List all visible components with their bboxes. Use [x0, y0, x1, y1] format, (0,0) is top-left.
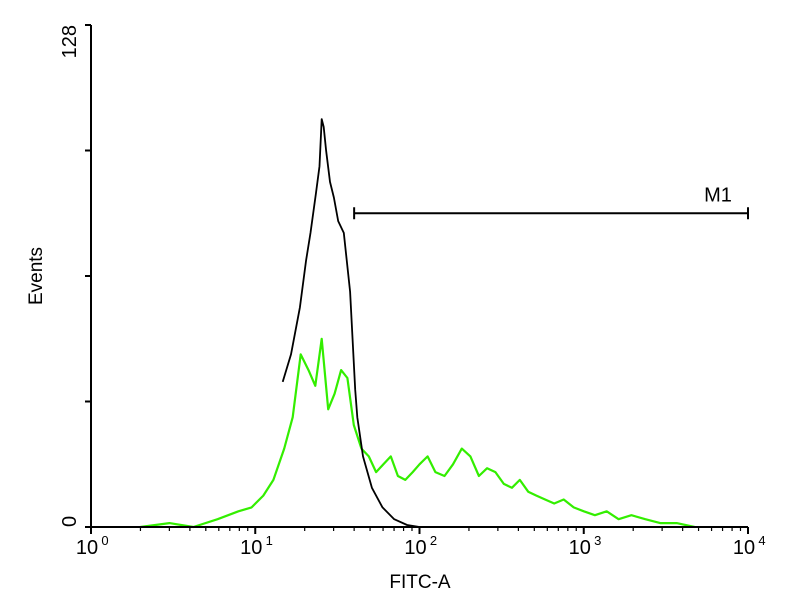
- y-axis-label: Events: [26, 247, 47, 305]
- m1-marker: M1: [353, 184, 749, 220]
- x-tick-label: 10: [76, 537, 98, 559]
- series-line-0: [281, 118, 420, 528]
- x-tick-label: 10: [733, 537, 755, 559]
- x-tick-exponent: 4: [758, 533, 765, 548]
- series-layer: [140, 118, 695, 529]
- series-line-1: [140, 337, 695, 529]
- x-tick-label: 10: [240, 537, 262, 559]
- x-tick-exponent: 1: [266, 533, 273, 548]
- x-tick-exponent: 0: [101, 533, 108, 548]
- y-tick-label: 0: [59, 516, 81, 527]
- x-axis-label: FITC-A: [389, 572, 451, 593]
- x-tick-exponent: 3: [594, 533, 601, 548]
- x-tick-label: 10: [404, 537, 426, 559]
- x-tick-exponent: 2: [430, 533, 437, 548]
- y-tick-label: 128: [59, 25, 81, 58]
- marker-label: M1: [704, 184, 732, 206]
- x-tick-label: 10: [569, 537, 591, 559]
